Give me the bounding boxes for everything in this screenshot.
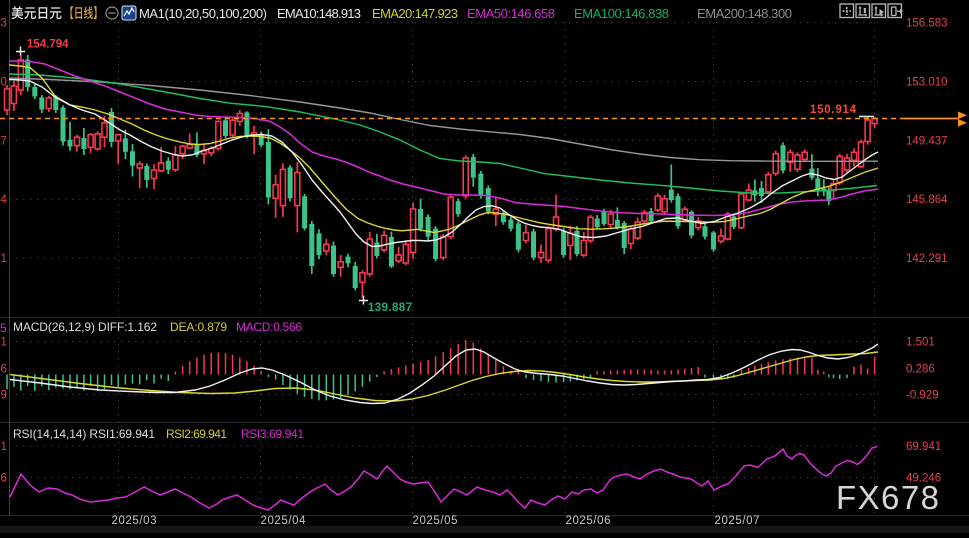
svg-text:153.010: 153.010 xyxy=(906,77,948,89)
svg-text:2025/05: 2025/05 xyxy=(413,515,458,527)
svg-text:FX678: FX678 xyxy=(836,479,939,516)
svg-text:7: 7 xyxy=(1,135,7,147)
svg-text:EMA50:146.658: EMA50:146.658 xyxy=(467,6,555,21)
svg-text:EMA100:146.838: EMA100:146.838 xyxy=(574,6,669,21)
svg-text:69.941: 69.941 xyxy=(906,441,941,453)
svg-text:-0.929: -0.929 xyxy=(906,390,939,402)
svg-text:1: 1 xyxy=(1,441,7,453)
svg-text:3: 3 xyxy=(1,18,7,30)
svg-text:MACD(26,12,9) DIFF:1.162: MACD(26,12,9) DIFF:1.162 xyxy=(13,320,157,334)
svg-text:RSI3:69.941: RSI3:69.941 xyxy=(241,427,304,441)
svg-text:49.246: 49.246 xyxy=(906,473,941,485)
svg-text:1: 1 xyxy=(1,337,7,349)
svg-text:1.501: 1.501 xyxy=(906,337,935,349)
svg-text:6: 6 xyxy=(1,473,7,485)
svg-text:EMA20:147.923: EMA20:147.923 xyxy=(372,6,458,21)
svg-text:RSI(14,14,14) RSI1:69.941: RSI(14,14,14) RSI1:69.941 xyxy=(13,427,155,441)
svg-text:EMA200:148.300: EMA200:148.300 xyxy=(697,6,792,21)
svg-text:2025/06: 2025/06 xyxy=(566,515,611,527)
svg-text:MA1(10,20,50,100,200): MA1(10,20,50,100,200) xyxy=(139,6,267,21)
svg-text:5: 5 xyxy=(0,321,7,335)
svg-text:EMA10:148.913: EMA10:148.913 xyxy=(277,6,361,21)
svg-text:2025/07: 2025/07 xyxy=(715,515,760,527)
svg-text:0.286: 0.286 xyxy=(906,364,935,376)
svg-text:4: 4 xyxy=(1,194,8,206)
svg-text:149.437: 149.437 xyxy=(906,135,948,147)
svg-text:9: 9 xyxy=(1,390,7,402)
svg-text:145.864: 145.864 xyxy=(906,194,948,206)
svg-text:DEA:0.879: DEA:0.879 xyxy=(170,320,227,334)
svg-text:156.583: 156.583 xyxy=(906,18,948,30)
svg-text:142.291: 142.291 xyxy=(906,253,948,265)
svg-text:6: 6 xyxy=(1,364,7,376)
svg-text:RSI2:69.941: RSI2:69.941 xyxy=(166,427,227,441)
svg-text:154.794: 154.794 xyxy=(27,39,69,51)
svg-text:150.914: 150.914 xyxy=(810,104,857,116)
svg-text:0: 0 xyxy=(1,77,7,89)
svg-text:1: 1 xyxy=(1,253,7,265)
svg-text:MACD:0.566: MACD:0.566 xyxy=(236,320,302,334)
svg-text:139.887: 139.887 xyxy=(368,302,412,314)
svg-text:2025/04: 2025/04 xyxy=(261,515,307,527)
svg-text:2025/03: 2025/03 xyxy=(112,515,157,527)
